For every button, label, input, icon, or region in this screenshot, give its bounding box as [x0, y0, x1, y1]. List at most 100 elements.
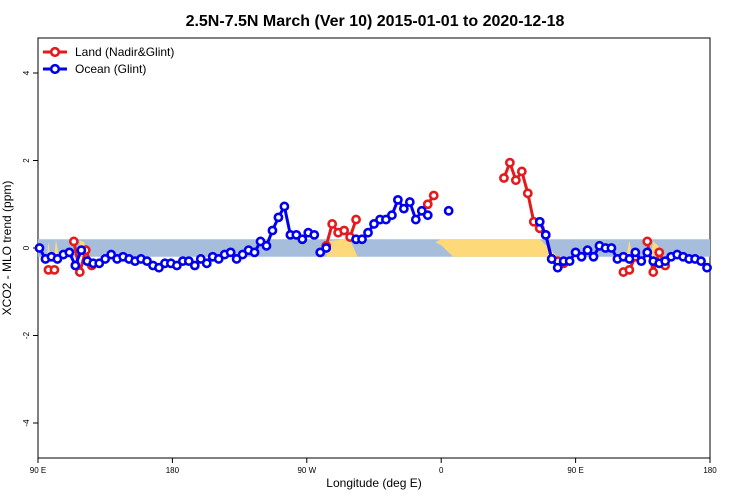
- data-point: [237, 249, 248, 260]
- data-point: [606, 243, 617, 253]
- data-point: [636, 256, 647, 267]
- plot-area: 90 E 180 90 W 0 90 E 180 -4 -2 0 2 4: [22, 37, 717, 475]
- data-point: [231, 254, 242, 264]
- data-point: [630, 247, 641, 258]
- legend: Land (Nadir&Glint) Ocean (Glint): [43, 45, 174, 76]
- data-point: [321, 243, 332, 253]
- data-point: [624, 254, 635, 264]
- series-ocean: [34, 194, 712, 273]
- legend-entry: Land (Nadir&Glint): [43, 45, 174, 59]
- y-tick-label: 4: [22, 70, 31, 75]
- data-point: [381, 214, 391, 225]
- y-axis-label: XCO2 - MLO trend (ppm): [0, 181, 14, 316]
- data-point: [267, 225, 278, 236]
- data-point: [582, 245, 593, 256]
- data-point: [570, 247, 581, 258]
- x-tick-label: 90 E: [567, 466, 583, 475]
- data-point: [702, 262, 712, 273]
- data-point: [428, 190, 439, 201]
- data-point: [696, 256, 706, 267]
- data-point: [410, 214, 421, 225]
- data-point: [339, 225, 350, 236]
- data-point: [422, 199, 433, 210]
- data-point: [654, 247, 665, 258]
- data-point: [327, 219, 338, 229]
- data-point: [624, 264, 635, 275]
- legend-entry: Ocean (Glint): [43, 62, 146, 76]
- data-point: [64, 247, 75, 258]
- data-point: [189, 260, 200, 271]
- data-point: [552, 262, 563, 273]
- data-point: [183, 256, 194, 267]
- land-mask-shape: [435, 239, 558, 257]
- data-point: [660, 256, 671, 267]
- data-point: [357, 234, 367, 245]
- data-point: [171, 260, 182, 271]
- data-point: [540, 229, 551, 240]
- data-point: [576, 251, 587, 262]
- data-point: [49, 264, 60, 275]
- data-point: [642, 247, 653, 258]
- legend-label: Land (Nadir&Glint): [75, 45, 174, 59]
- data-point: [142, 256, 152, 267]
- data-point: [249, 247, 260, 258]
- x-tick-label: 0: [439, 466, 444, 475]
- series-layer: [34, 157, 712, 277]
- data-point: [392, 194, 403, 205]
- data-point: [255, 236, 266, 247]
- data-point: [522, 188, 533, 199]
- data-point: [564, 256, 575, 267]
- data-point: [363, 227, 373, 238]
- data-point: [154, 262, 164, 273]
- data-point: [546, 254, 557, 264]
- x-tick-label: 90 W: [297, 466, 316, 475]
- data-point: [201, 258, 212, 269]
- data-point: [76, 245, 87, 256]
- data-point: [404, 197, 415, 207]
- data-point: [309, 229, 320, 240]
- x-tick-label: 180: [166, 466, 180, 475]
- data-point: [273, 212, 284, 223]
- data-point: [315, 247, 326, 258]
- data-point: [588, 251, 599, 262]
- data-point: [261, 240, 272, 251]
- land-mask-shape: [326, 239, 358, 257]
- x-tick-label: 180: [703, 466, 717, 475]
- legend-marker: [49, 63, 61, 75]
- x-axis-label: Longitude (deg E): [326, 476, 421, 490]
- data-point: [68, 236, 79, 247]
- data-point: [648, 267, 659, 277]
- data-point: [369, 219, 379, 229]
- data-point: [516, 166, 527, 177]
- data-point: [94, 258, 105, 269]
- data-point: [70, 260, 81, 271]
- data-point: [291, 229, 302, 240]
- data-point: [422, 210, 433, 221]
- data-point: [225, 247, 236, 258]
- legend-marker: [49, 46, 61, 58]
- data-point: [106, 249, 117, 260]
- data-point: [213, 254, 224, 264]
- y-tick-label: -4: [22, 419, 31, 427]
- data-point: [398, 203, 409, 214]
- data-point: [534, 216, 545, 227]
- chart-title: 2.5N-7.5N March (Ver 10) 2015-01-01 to 2…: [186, 13, 565, 30]
- y-tick-label: -2: [22, 331, 31, 339]
- data-point: [642, 236, 653, 247]
- data-point: [351, 214, 361, 225]
- data-point: [387, 210, 397, 221]
- data-point: [279, 201, 290, 212]
- data-point: [74, 267, 85, 277]
- data-point: [510, 175, 521, 186]
- data-point: [504, 157, 515, 168]
- data-point: [52, 254, 63, 264]
- land-mask-shape: [54, 239, 59, 257]
- legend-label: Ocean (Glint): [75, 62, 146, 76]
- data-point: [100, 254, 111, 264]
- data-point: [416, 205, 427, 216]
- x-tick-label: 90 E: [30, 466, 46, 475]
- data-point: [499, 173, 509, 183]
- data-point: [195, 254, 206, 264]
- x-axis-ticks: 90 E 180 90 W 0 90 E 180: [30, 458, 717, 475]
